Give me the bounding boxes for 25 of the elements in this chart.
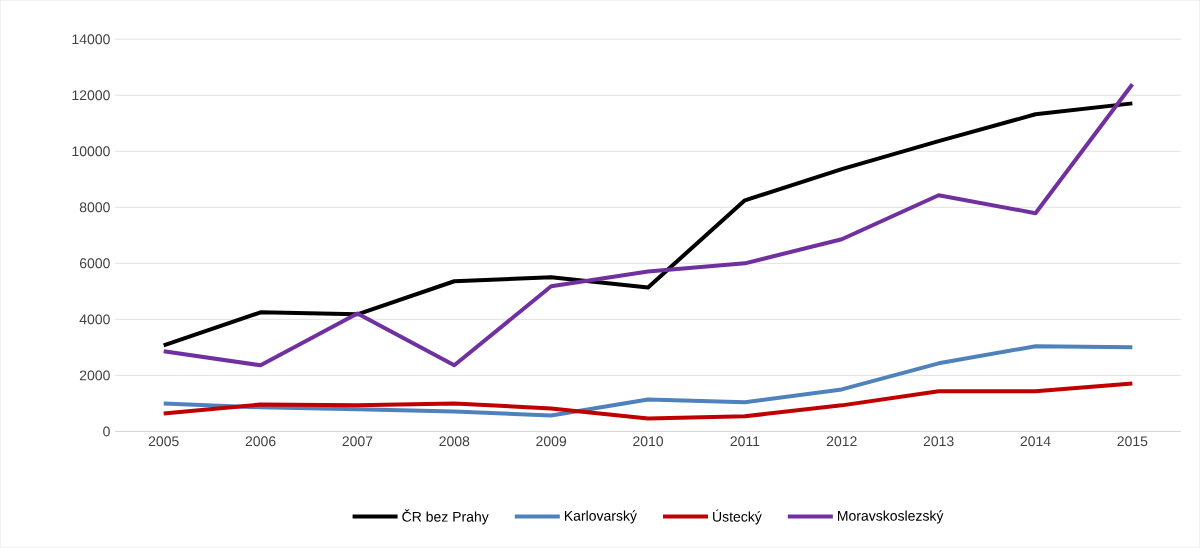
x-tick-label: 2015 xyxy=(1117,436,1148,447)
x-tick-label: 2009 xyxy=(536,436,567,447)
line-series xyxy=(161,344,1135,418)
y-tick-label: 12000 xyxy=(72,90,110,101)
legend-label: Ústecký xyxy=(713,509,762,525)
legend-label: Karlovarský xyxy=(564,510,637,524)
y-tick-label: 2000 xyxy=(79,370,110,381)
line-series xyxy=(161,381,1135,421)
x-tick-label: 2005 xyxy=(148,436,179,447)
y-tick-label: 0 xyxy=(103,426,110,437)
x-tick-label: 2007 xyxy=(342,436,373,447)
x-tick-label: 2012 xyxy=(826,436,857,447)
legend-label: Moravskoslezský xyxy=(837,510,944,524)
y-tick-label: 6000 xyxy=(79,258,110,269)
x-tick-label: 2013 xyxy=(923,436,954,447)
x-tick-label: 2014 xyxy=(1020,436,1051,447)
x-tick-label: 2006 xyxy=(245,436,276,447)
y-tick-label: 4000 xyxy=(79,314,110,325)
legend-label: ČR bez Prahy xyxy=(402,509,489,525)
x-tick-label: 2008 xyxy=(439,436,470,447)
y-tick-label: 14000 xyxy=(72,34,110,45)
y-tick-label: 10000 xyxy=(72,146,110,157)
x-tick-label: 2010 xyxy=(633,436,664,447)
y-tick-label: 8000 xyxy=(79,202,110,213)
x-tick-label: 2011 xyxy=(730,436,760,447)
